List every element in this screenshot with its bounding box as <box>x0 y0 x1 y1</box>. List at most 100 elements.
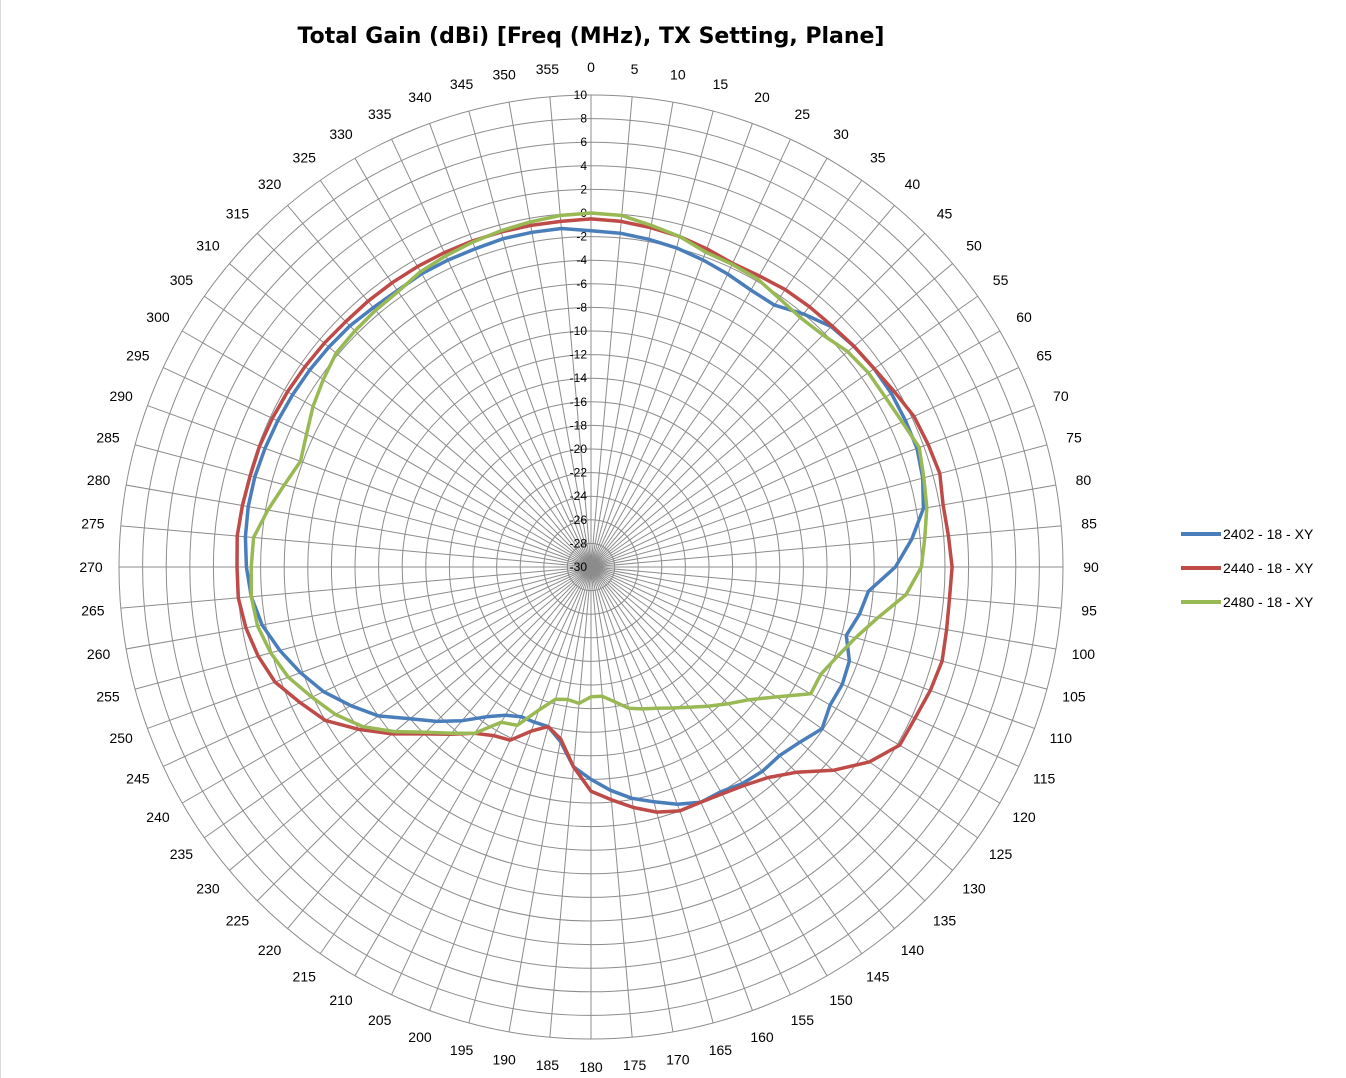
series-lines <box>235 211 954 814</box>
angle-tick-label: 205 <box>368 1012 392 1028</box>
grid-spoke <box>590 566 1048 690</box>
grid-spoke <box>590 566 1062 609</box>
angle-tick-label: 10 <box>670 67 686 83</box>
grid-spoke <box>590 405 1035 568</box>
angle-tick-label: 50 <box>966 238 982 254</box>
grid-spoke <box>590 180 863 568</box>
grid-spoke <box>590 566 1019 767</box>
grid-spoke <box>590 263 953 568</box>
grid-spoke <box>590 566 753 1011</box>
grid-spoke <box>590 566 1056 650</box>
angle-tick-label: 135 <box>933 913 957 929</box>
angle-tick-label: 225 <box>226 913 250 929</box>
angle-tick-label: 300 <box>146 309 170 325</box>
angle-tick-label: 230 <box>196 880 220 896</box>
angle-tick-label: 55 <box>993 272 1009 288</box>
grid-spoke <box>147 566 592 729</box>
grid-spoke <box>590 232 926 568</box>
angle-tick-label: 295 <box>126 348 150 364</box>
legend-entry: 2480 - 18 - XY <box>1223 594 1314 610</box>
grid-spoke <box>319 566 592 954</box>
angle-tick-label: 160 <box>750 1029 774 1045</box>
angle-tick-label: 265 <box>81 603 105 619</box>
grid-spoke <box>590 566 926 902</box>
angle-tick-label: 40 <box>905 176 921 192</box>
angle-tick-label: 165 <box>709 1042 733 1058</box>
angle-tick-label: 330 <box>329 126 353 142</box>
grid-spoke <box>590 566 863 954</box>
angle-tick-label: 95 <box>1081 603 1097 619</box>
grid-spoke <box>181 566 592 804</box>
angle-tick-label: 350 <box>492 67 516 83</box>
angle-tick-label: 15 <box>713 76 729 92</box>
grid-spoke <box>590 566 895 929</box>
angle-tick-label: 145 <box>866 969 890 985</box>
radial-tick-label: -4 <box>576 253 587 267</box>
angle-tick-label: 240 <box>146 809 170 825</box>
grid-spoke <box>391 566 592 995</box>
grid-spoke <box>429 566 592 1011</box>
grid-spoke <box>590 566 714 1024</box>
radial-tick-label: -14 <box>570 371 588 385</box>
grid-spoke <box>590 96 633 568</box>
angle-tick-label: 65 <box>1036 348 1052 364</box>
grid-spoke <box>590 123 753 568</box>
angle-tick-label: 170 <box>666 1051 690 1067</box>
grid-spoke <box>229 263 592 568</box>
grid-spoke <box>549 566 592 1038</box>
legend-entry: 2402 - 18 - XY <box>1223 526 1314 542</box>
radial-tick-label: 2 <box>580 182 587 196</box>
grid-spoke <box>354 157 592 568</box>
grid-spoke <box>590 367 1019 568</box>
radial-tick-label: -30 <box>570 560 588 574</box>
angle-tick-label: 130 <box>962 880 986 896</box>
angle-tick-label: 190 <box>492 1051 516 1067</box>
grid-spoke <box>147 405 592 568</box>
angle-tick-label: 355 <box>536 61 560 77</box>
grid-spoke <box>590 484 1056 568</box>
angle-tick-label: 290 <box>109 388 133 404</box>
grid-spoke <box>134 566 592 690</box>
grid-spoke <box>468 566 592 1024</box>
angle-tick-label: 210 <box>329 992 353 1008</box>
angle-tick-label: 45 <box>937 205 953 221</box>
angle-tick-label: 85 <box>1081 515 1097 531</box>
grid-spoke <box>468 110 592 568</box>
angle-tick-label: 30 <box>833 126 849 142</box>
angle-tick-label: 35 <box>870 149 886 165</box>
angle-tick-label: 280 <box>87 472 111 488</box>
grid-spoke <box>120 525 592 568</box>
angle-tick-label: 120 <box>1012 809 1036 825</box>
angle-tick-label: 275 <box>81 515 105 531</box>
grid-spoke <box>163 367 592 568</box>
angle-tick-label: 220 <box>258 942 282 958</box>
angle-tick-label: 215 <box>293 969 317 985</box>
radial-tick-label: -2 <box>576 230 587 244</box>
grid-spoke <box>590 566 978 839</box>
grid-spoke <box>256 232 592 568</box>
radial-tick-label: 8 <box>580 112 587 126</box>
angle-tick-label: 270 <box>79 559 103 575</box>
series-line <box>249 211 929 736</box>
grid-spoke <box>287 205 592 568</box>
grid-spoke <box>508 102 592 568</box>
radial-tick-label: -22 <box>570 466 588 480</box>
angle-tick-label: 150 <box>829 992 853 1008</box>
angle-tick-label: 115 <box>1033 770 1056 786</box>
angle-tick-label: 110 <box>1050 730 1073 746</box>
grid-spoke <box>590 566 633 1038</box>
angle-tick-label: 125 <box>989 846 1013 862</box>
angle-tick-label: 320 <box>258 176 282 192</box>
grid-spoke <box>120 566 592 609</box>
angle-tick-label: 285 <box>96 430 120 446</box>
angle-tick-label: 90 <box>1083 559 1099 575</box>
grid-spoke <box>181 330 592 568</box>
angle-tick-label: 70 <box>1053 388 1069 404</box>
angle-tick-label: 245 <box>126 770 150 786</box>
radial-tick-label: -6 <box>576 277 587 291</box>
angle-tick-label: 340 <box>408 89 432 105</box>
radial-tick-label: -12 <box>570 348 588 362</box>
grid-spoke <box>163 566 592 767</box>
angle-tick-label: 25 <box>795 106 811 122</box>
